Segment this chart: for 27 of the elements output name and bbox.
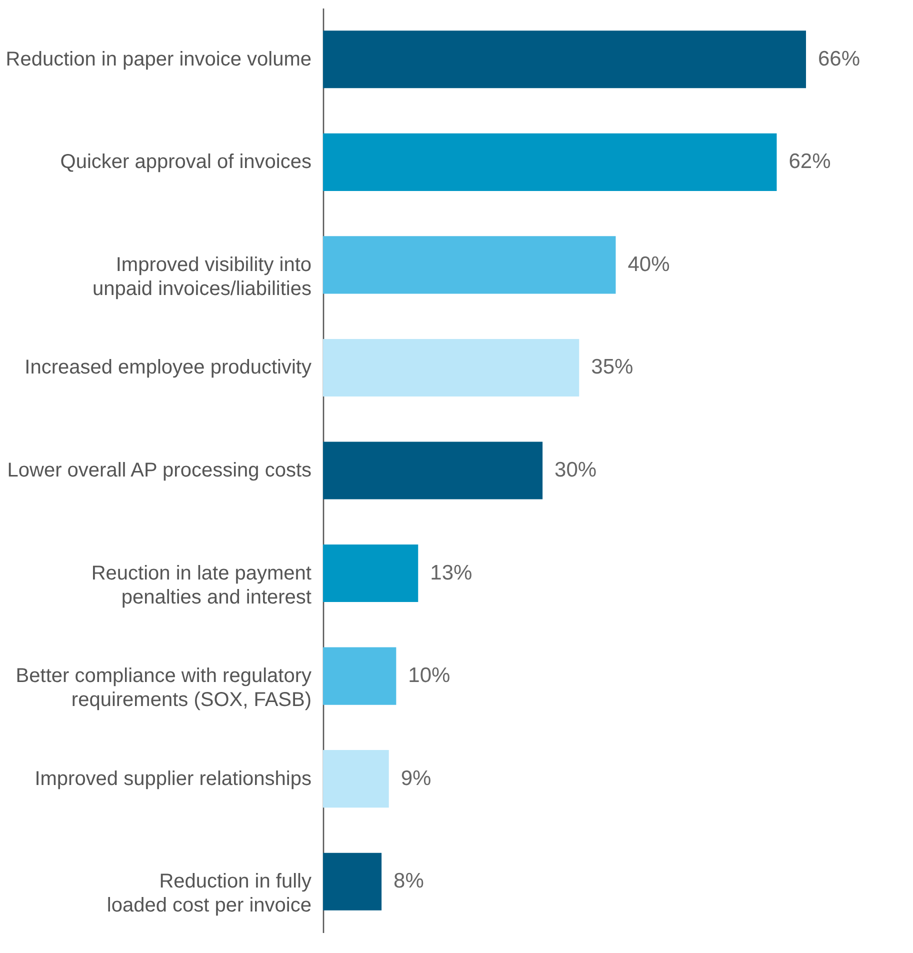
- y-tick-label: Reuction in late payment penalties and interest: [91, 562, 312, 608]
- y-tick-label: Lower overall AP processing costs: [7, 460, 312, 482]
- data-label: 35%: [591, 356, 634, 379]
- data-label: 62%: [788, 150, 831, 174]
- y-tick-label: Improved visibility into unpaid invoices/liabilities: [92, 254, 312, 300]
- y-tick-label: Improved supplier relationships: [34, 768, 312, 790]
- data-label: 40%: [628, 252, 670, 276]
- data-label: 66%: [818, 47, 860, 70]
- y-tick-label: Quicker approval of invoices: [60, 151, 312, 174]
- bar: [323, 544, 418, 602]
- y-tick-label: Better compliance with regulatory requirements (SOX, FASB): [16, 665, 312, 712]
- bar: [323, 30, 806, 88]
- data-label: 13%: [430, 561, 472, 584]
- y-tick-label: Increased employee productivity: [24, 356, 312, 379]
- y-tick-label: Reduction in paper invoice volume: [6, 48, 312, 70]
- bar: [323, 750, 389, 808]
- bar: [323, 852, 382, 910]
- data-label: 10%: [408, 664, 450, 688]
- y-tick-label: Reduction in fully loaded cost per invoice: [106, 870, 312, 917]
- bar: [323, 338, 580, 396]
- data-label: 30%: [554, 458, 597, 482]
- bar: [323, 647, 396, 705]
- data-label: 8%: [394, 870, 424, 893]
- data-label: 9%: [400, 766, 432, 790]
- bar: [323, 133, 777, 191]
- bar: [323, 236, 616, 294]
- bar: [323, 442, 543, 500]
